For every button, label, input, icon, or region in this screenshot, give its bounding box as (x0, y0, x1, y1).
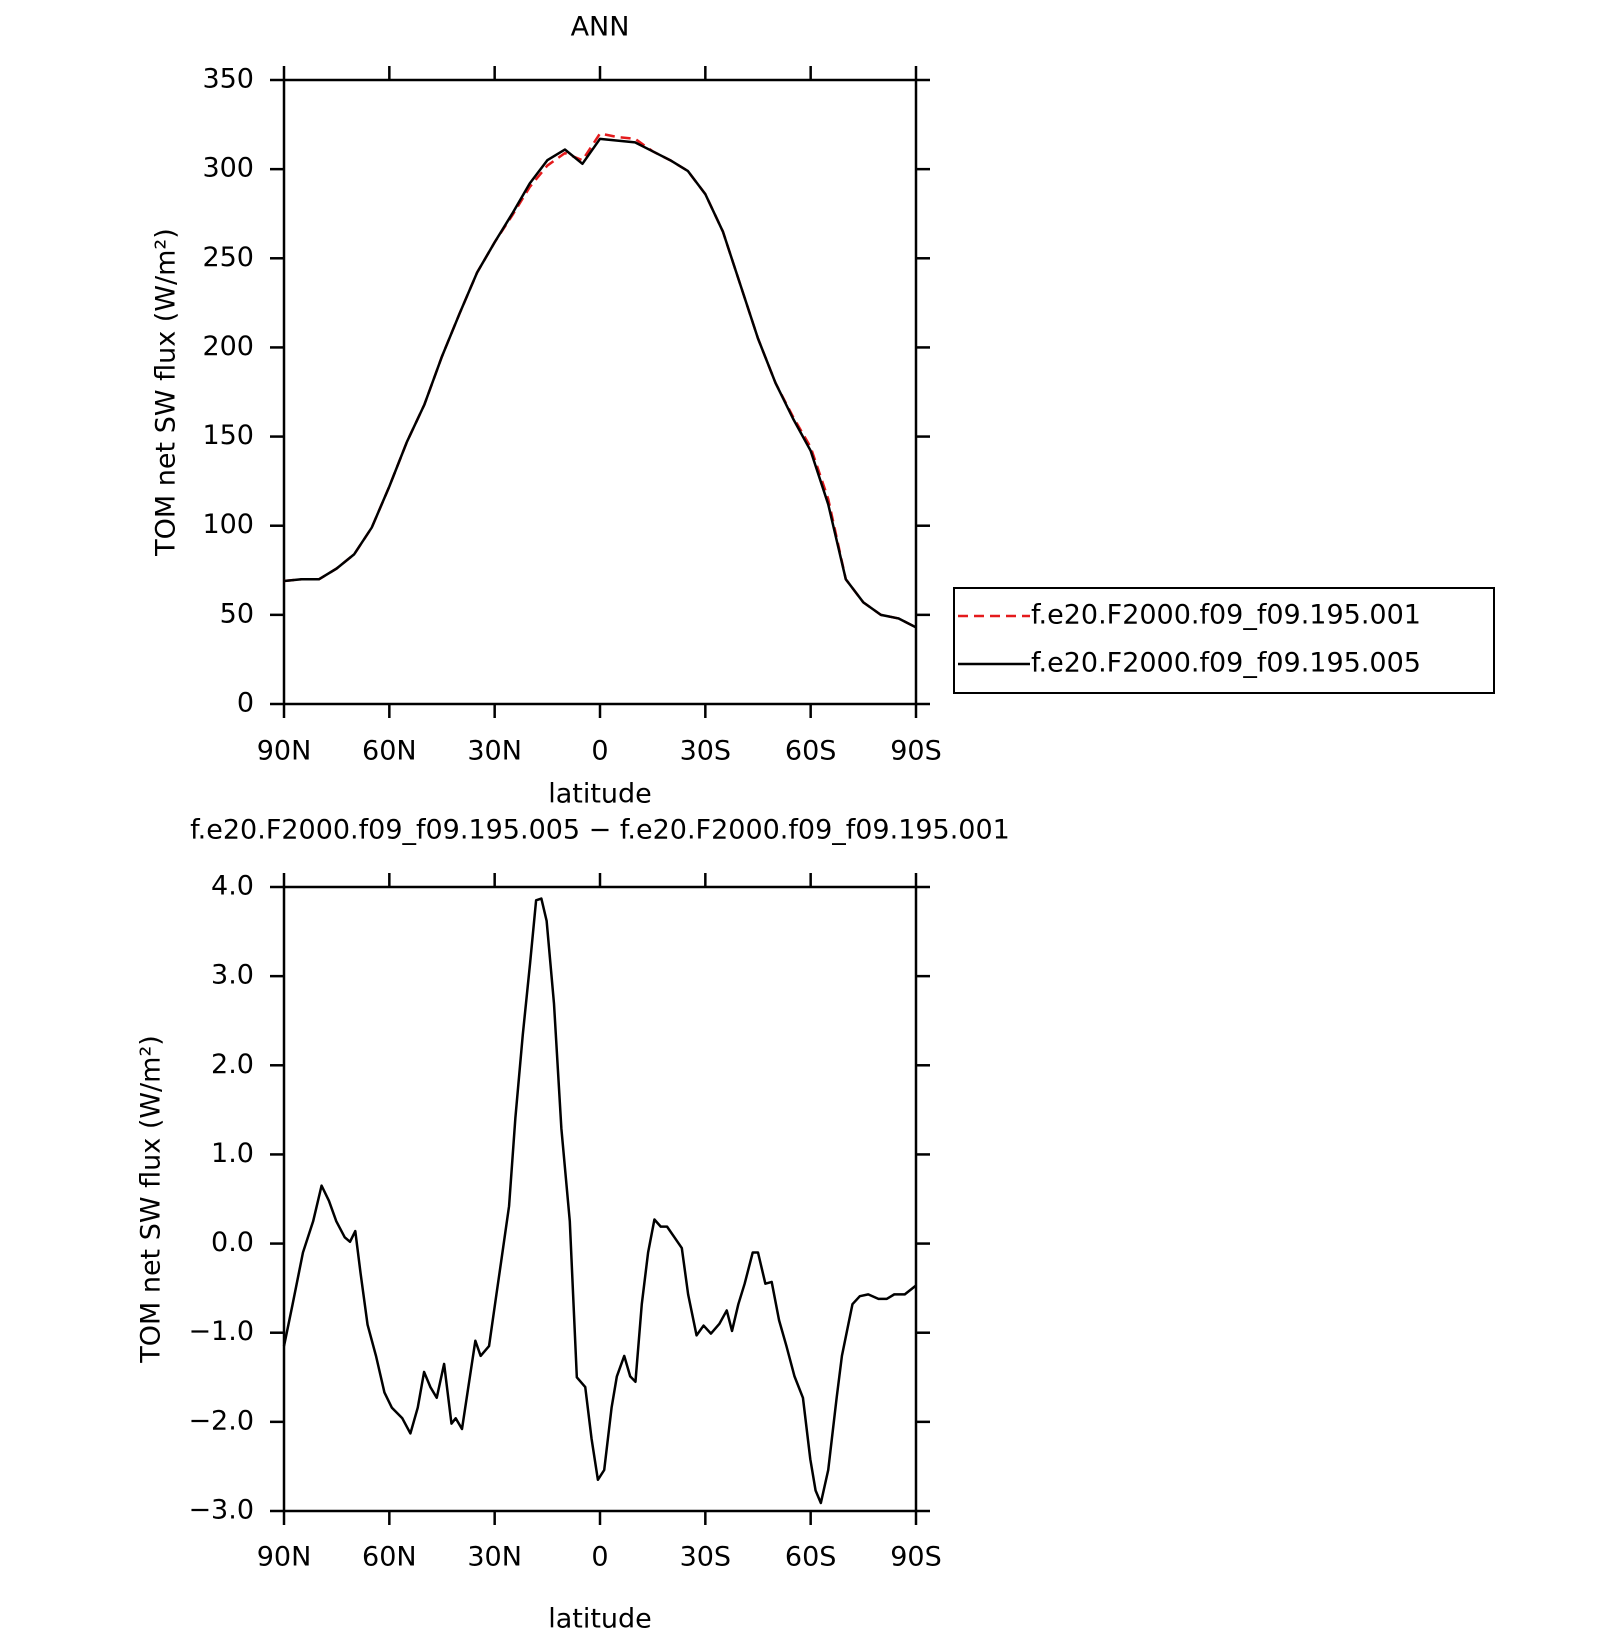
y-tick-label: 200 (202, 331, 254, 362)
y-tick-label: −2.0 (188, 1405, 254, 1436)
x-tick-label: 0 (591, 1542, 608, 1573)
chart-title: ANN (571, 12, 630, 43)
y-tick-label: −1.0 (188, 1316, 254, 1347)
x-tick-label: 30S (680, 1542, 732, 1573)
x-tick-label: 30N (467, 736, 522, 767)
data-line (283, 132, 917, 629)
y-tick-label: 150 (202, 420, 254, 451)
x-tick-label: 60S (785, 1542, 837, 1573)
x-tick-label: 90N (257, 736, 312, 767)
data-line (283, 137, 917, 629)
x-tick-label: 60S (785, 736, 837, 767)
x-tick-label: 60N (362, 736, 417, 767)
y-axis-label: TOM net SW flux (W/m²) (151, 228, 182, 557)
y-tick-label: 4.0 (211, 871, 254, 902)
chart-title: f.e20.F2000.f09_f09.195.005 − f.e20.F200… (190, 815, 1010, 846)
x-tick-label: 90S (890, 736, 942, 767)
x-tick-label: 0 (591, 736, 608, 767)
y-tick-label: 350 (202, 64, 254, 95)
legend-label: f.e20.F2000.f09_f09.195.005 (1031, 648, 1421, 679)
y-tick-label: 2.0 (211, 1049, 254, 1080)
plot-frame (282, 885, 918, 1513)
x-tick-label: 90S (890, 1542, 942, 1573)
y-tick-label: 100 (202, 509, 254, 540)
x-axis-label: latitude (548, 1604, 652, 1635)
x-tick-label: 60N (362, 1542, 417, 1573)
y-tick-label: 250 (202, 242, 254, 273)
legend-box (953, 587, 1495, 694)
plot-frame (282, 78, 918, 706)
y-tick-label: 0 (237, 688, 254, 719)
y-tick-label: −3.0 (188, 1495, 254, 1526)
x-axis-label: latitude (548, 779, 652, 810)
x-tick-label: 30S (680, 736, 732, 767)
y-tick-label: 1.0 (211, 1138, 254, 1169)
y-tick-label: 3.0 (211, 960, 254, 991)
y-tick-label: 50 (220, 598, 254, 629)
y-tick-label: 0.0 (211, 1227, 254, 1258)
legend-label: f.e20.F2000.f09_f09.195.001 (1031, 600, 1421, 631)
x-tick-label: 30N (467, 1542, 522, 1573)
x-tick-label: 90N (257, 1542, 312, 1573)
y-axis-label: TOM net SW flux (W/m²) (136, 1035, 167, 1364)
data-line (282, 897, 917, 1505)
y-tick-label: 300 (202, 153, 254, 184)
